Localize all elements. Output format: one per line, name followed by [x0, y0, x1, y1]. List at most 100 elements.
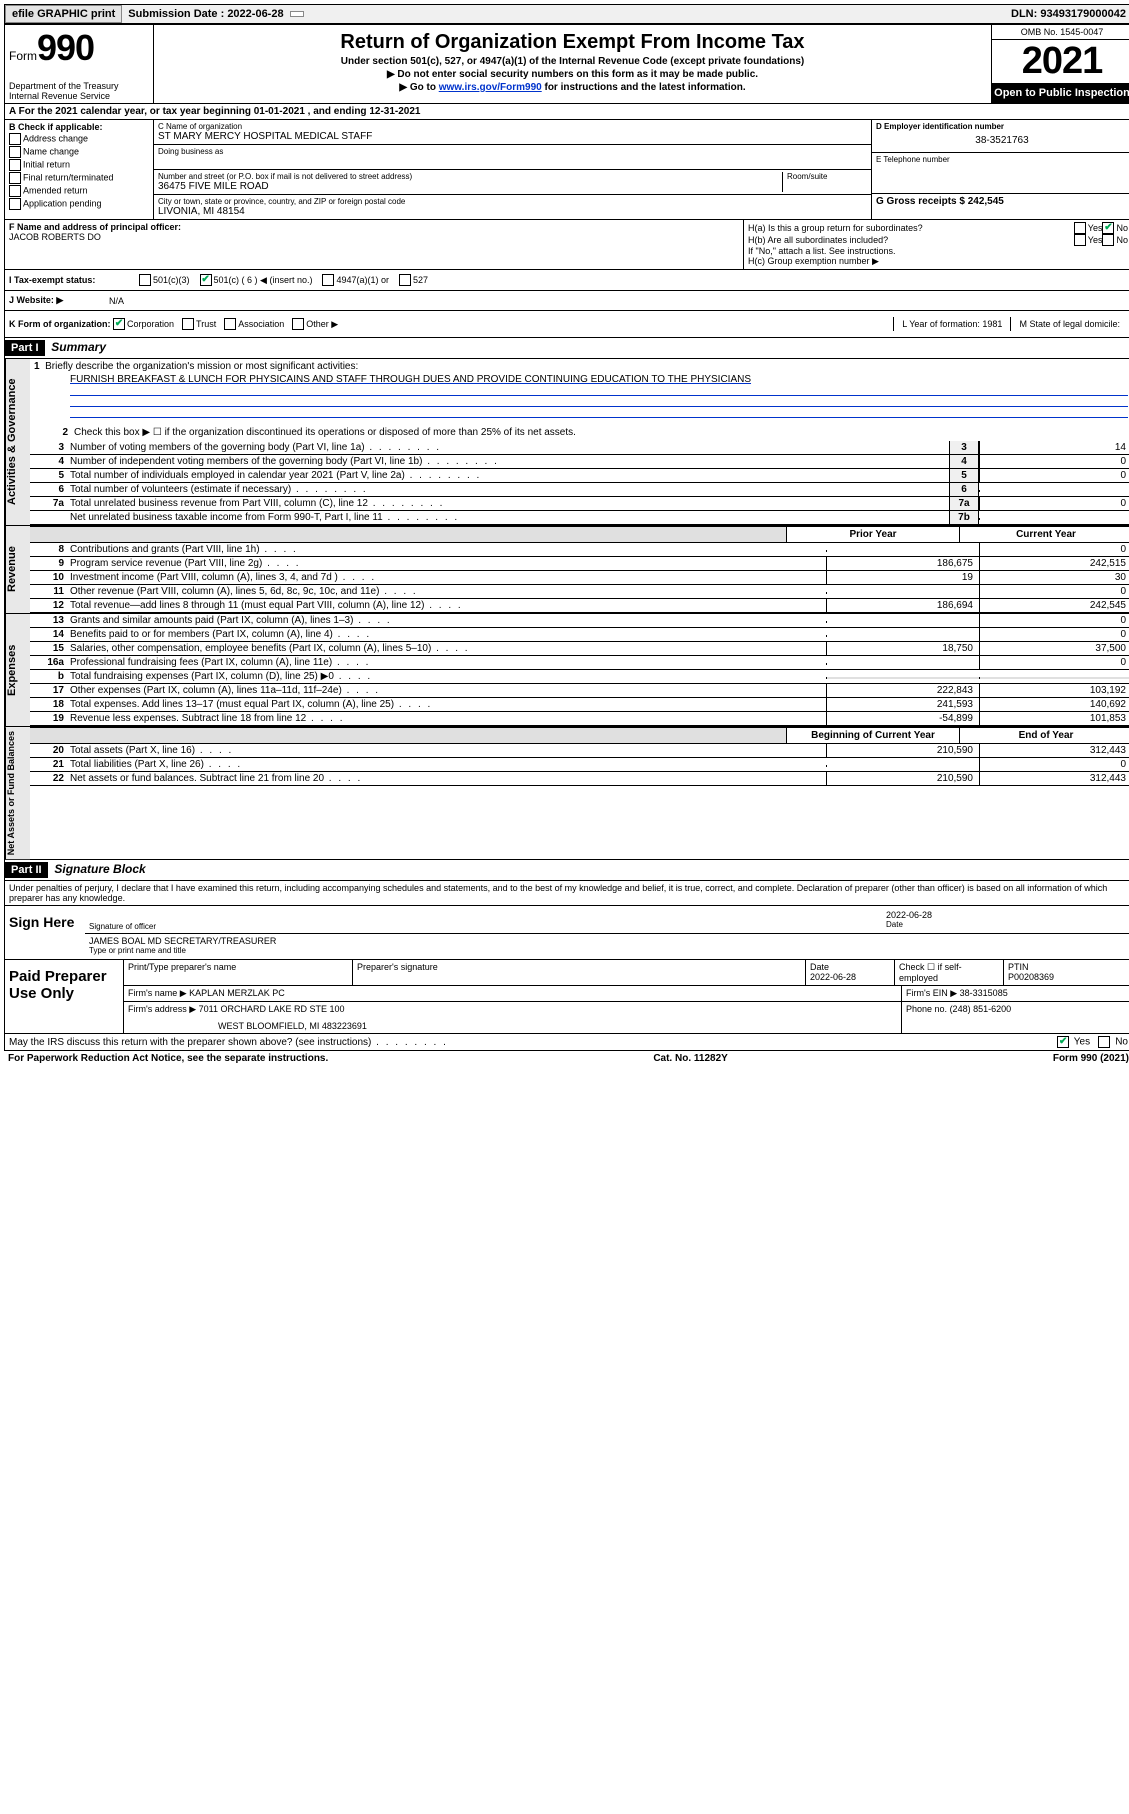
prior-value: 186,694	[826, 599, 979, 612]
net-assets-section: Net Assets or Fund Balances Beginning of…	[4, 727, 1129, 860]
room-label: Room/suite	[787, 172, 867, 181]
discuss-yes: Yes	[1074, 1037, 1090, 1048]
self-employed-check: Check ☐ if self-employed	[894, 960, 1003, 985]
hb-yes-checkbox[interactable]	[1074, 234, 1086, 246]
line-number: 16a	[30, 656, 68, 669]
hb-no: No	[1116, 235, 1128, 245]
website-row: J Website: ▶ N/A	[4, 291, 1129, 311]
current-value	[979, 677, 1129, 679]
opt-501c: 501(c) ( 6 ) ◀ (insert no.)	[214, 275, 313, 286]
discuss-no-checkbox[interactable]	[1098, 1036, 1110, 1048]
prior-value	[826, 765, 979, 767]
b-option-label: Final return/terminated	[23, 172, 114, 182]
underline	[70, 409, 1128, 418]
line1-num: 1	[34, 361, 40, 372]
m-state-domicile: M State of legal domicile:	[1010, 317, 1128, 331]
officer-name-label: Type or print name and title	[89, 946, 1126, 955]
prior-year-header: Prior Year	[786, 527, 959, 542]
submission-date-label: Submission Date : 2022-06-28	[124, 8, 287, 20]
sub3-post: for instructions and the latest informat…	[542, 82, 746, 93]
other-checkbox[interactable]	[292, 318, 304, 330]
officer-name: JAMES BOAL MD SECRETARY/TREASURER	[89, 936, 1126, 946]
trust-checkbox[interactable]	[182, 318, 194, 330]
b-option-checkbox[interactable]	[9, 146, 21, 158]
line-text: Investment income (Part VIII, column (A)…	[68, 571, 826, 584]
prep-name-header: Print/Type preparer's name	[123, 960, 352, 985]
firm-phone-label: Phone no.	[906, 1004, 947, 1014]
f-name: JACOB ROBERTS DO	[9, 232, 739, 242]
line-text: Total number of volunteers (estimate if …	[68, 483, 949, 496]
subtitle-1: Under section 501(c), 527, or 4947(a)(1)…	[158, 56, 987, 67]
line-number: 22	[30, 772, 68, 785]
current-value: 140,692	[979, 698, 1129, 711]
current-year-header: Current Year	[959, 527, 1129, 542]
line-text: Benefits paid to or for members (Part IX…	[68, 628, 826, 641]
current-value: 0	[979, 614, 1129, 627]
firm-name-label: Firm's name ▶	[128, 988, 187, 998]
line-number: 13	[30, 614, 68, 627]
line-number: 7a	[30, 497, 68, 510]
ha-no-checkbox[interactable]: ✔	[1102, 222, 1114, 234]
line-text: Other revenue (Part VIII, column (A), li…	[68, 585, 826, 598]
beginning-year-header: Beginning of Current Year	[786, 728, 959, 743]
subtitle-3: ▶ Go to www.irs.gov/Form990 for instruct…	[158, 82, 987, 93]
line-text: Total fundraising expenses (Part IX, col…	[68, 670, 826, 683]
j-label: J Website: ▶	[9, 295, 109, 306]
prep-date: 2022-06-28	[810, 972, 890, 982]
tax-status-row: I Tax-exempt status: 501(c)(3) ✔ 501(c) …	[4, 270, 1129, 291]
4947-checkbox[interactable]	[322, 274, 334, 286]
vtab-net-assets: Net Assets or Fund Balances	[5, 727, 30, 859]
omb-number: OMB No. 1545-0047	[992, 25, 1129, 40]
b-option-checkbox[interactable]	[9, 133, 21, 145]
f-label: F Name and address of principal officer:	[9, 222, 739, 232]
prior-value: 186,675	[826, 557, 979, 570]
discuss-yes-checkbox[interactable]: ✔	[1057, 1036, 1069, 1048]
penalty-declaration: Under penalties of perjury, I declare th…	[5, 881, 1129, 906]
501c3-checkbox[interactable]	[139, 274, 151, 286]
irs-link[interactable]: www.irs.gov/Form990	[439, 82, 542, 93]
form-word: Form	[9, 49, 37, 63]
prior-value: 222,843	[826, 684, 979, 697]
header-mid: Return of Organization Exempt From Incom…	[154, 25, 991, 103]
hb-yes: Yes	[1088, 235, 1103, 245]
line-text: Program service revenue (Part VIII, line…	[68, 557, 826, 570]
efile-button[interactable]: efile GRAPHIC print	[5, 5, 122, 23]
dln-label: DLN: 93493179000042	[1005, 6, 1129, 22]
b-option-label: Application pending	[23, 198, 102, 208]
b-option-checkbox[interactable]	[9, 198, 21, 210]
corp-checkbox[interactable]: ✔	[113, 318, 125, 330]
opt-corp: Corporation	[127, 319, 174, 329]
phone-label: E Telephone number	[876, 155, 1128, 164]
current-value: 37,500	[979, 642, 1129, 655]
org-name-label: C Name of organization	[158, 122, 867, 131]
ha-yes-checkbox[interactable]	[1074, 222, 1086, 234]
part1-header: Part I	[5, 340, 45, 356]
tax-year-line: A For the 2021 calendar year, or tax yea…	[4, 104, 1129, 120]
b-option-checkbox[interactable]	[9, 159, 21, 171]
line-number: 8	[30, 543, 68, 556]
prior-value	[826, 621, 979, 623]
gross-receipts: G Gross receipts $ 242,545	[876, 196, 1128, 207]
assoc-checkbox[interactable]	[224, 318, 236, 330]
line-text: Net unrelated business taxable income fr…	[68, 511, 949, 524]
form-number: 990	[37, 27, 94, 68]
b-option-checkbox[interactable]	[9, 185, 21, 197]
prep-date-header: Date	[810, 962, 890, 972]
line-box: 5	[949, 469, 979, 482]
current-value: 312,443	[979, 772, 1129, 785]
prior-value	[826, 635, 979, 637]
line-number: 21	[30, 758, 68, 771]
opt-501c3: 501(c)(3)	[153, 275, 190, 285]
b-option-checkbox[interactable]	[9, 172, 21, 184]
discuss-no: No	[1115, 1037, 1128, 1048]
line-text: Total expenses. Add lines 13–17 (must eq…	[68, 698, 826, 711]
current-value: 0	[979, 628, 1129, 641]
firm-addr-label: Firm's address ▶	[128, 1004, 196, 1014]
hb-no-checkbox[interactable]	[1102, 234, 1114, 246]
column-b: B Check if applicable: Address changeNam…	[5, 120, 154, 219]
b-option-label: Amended return	[23, 185, 88, 195]
501c-checkbox[interactable]: ✔	[200, 274, 212, 286]
header-right: OMB No. 1545-0047 2021 Open to Public In…	[991, 25, 1129, 103]
527-checkbox[interactable]	[399, 274, 411, 286]
addr-value: 36475 FIVE MILE ROAD	[158, 181, 782, 192]
